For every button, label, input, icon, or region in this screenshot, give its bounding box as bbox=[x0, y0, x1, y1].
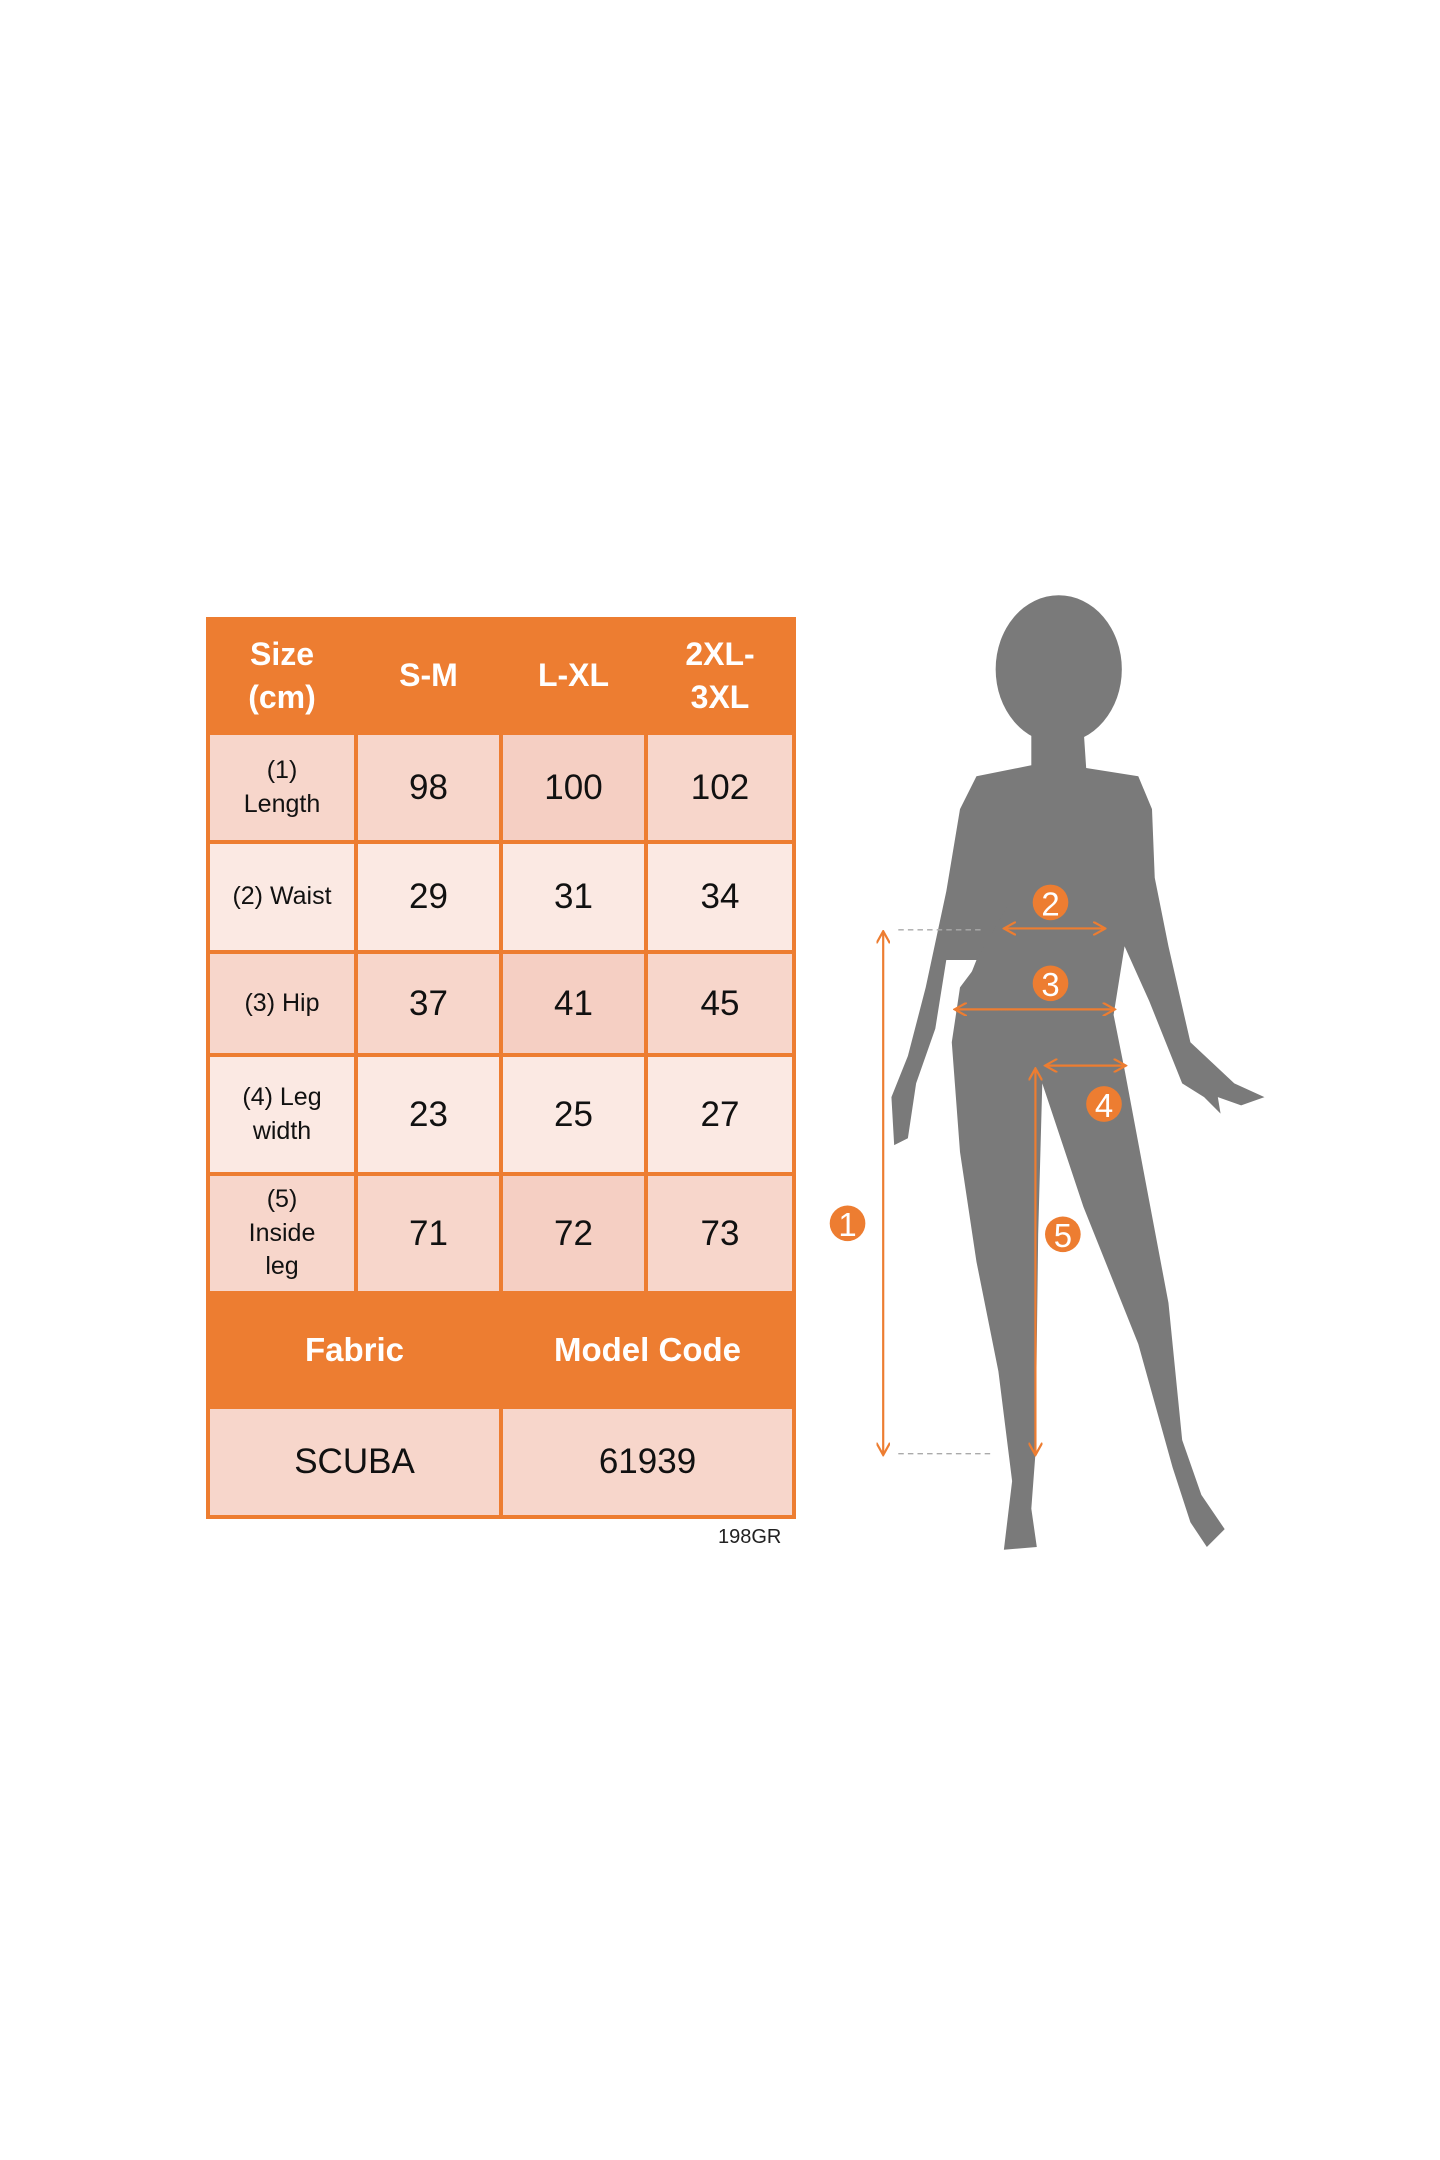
cell: 102 bbox=[644, 731, 796, 844]
cell: 34 bbox=[644, 840, 796, 954]
cell: 29 bbox=[354, 840, 503, 954]
row-label: (1) Length bbox=[206, 731, 358, 844]
svg-text:2: 2 bbox=[1041, 885, 1059, 922]
marker-2: 2 bbox=[1032, 884, 1069, 922]
model-code-value: 61939 bbox=[499, 1405, 796, 1519]
table-row: (5) Inside leg 71 72 73 bbox=[206, 1172, 796, 1295]
cell: 23 bbox=[354, 1053, 503, 1176]
row-label: (3) Hip bbox=[206, 950, 358, 1057]
table-row: (2) Waist 29 31 34 bbox=[206, 840, 796, 954]
cell: 45 bbox=[644, 950, 796, 1057]
measurement-lines bbox=[883, 928, 1124, 1453]
svg-text:4: 4 bbox=[1095, 1087, 1113, 1124]
marker-5: 5 bbox=[1045, 1216, 1081, 1254]
row-label: (2) Waist bbox=[206, 840, 358, 954]
svg-text:3: 3 bbox=[1041, 966, 1059, 1003]
svg-text:1: 1 bbox=[838, 1206, 856, 1243]
header-row: Size (cm) S-M L-XL 2XL-3XL bbox=[206, 617, 796, 735]
cell: 25 bbox=[499, 1053, 648, 1176]
table-row: (3) Hip 37 41 45 bbox=[206, 950, 796, 1057]
fabric-value: SCUBA bbox=[206, 1405, 503, 1519]
cell: 31 bbox=[499, 840, 648, 954]
header-l-xl: L-XL bbox=[499, 617, 648, 735]
model-code-label: Model Code bbox=[499, 1291, 796, 1409]
header-s-m: S-M bbox=[354, 617, 503, 735]
cell: 27 bbox=[644, 1053, 796, 1176]
cell: 98 bbox=[354, 731, 503, 844]
row-label: (5) Inside leg bbox=[206, 1172, 358, 1295]
marker-3: 3 bbox=[1032, 965, 1069, 1003]
size-chart-table: Size (cm) S-M L-XL 2XL-3XL (1) Length 98… bbox=[206, 617, 796, 1519]
cell: 73 bbox=[644, 1172, 796, 1295]
cell: 37 bbox=[354, 950, 503, 1057]
silhouette bbox=[891, 595, 1265, 1550]
cell: 100 bbox=[499, 731, 648, 844]
table-row: (4) Leg width 23 25 27 bbox=[206, 1053, 796, 1176]
guide-lines bbox=[898, 929, 995, 1455]
code-note: 198GR bbox=[718, 1526, 782, 1548]
cell: 41 bbox=[499, 950, 648, 1057]
fabric-value-row: SCUBA 61939 bbox=[206, 1405, 796, 1519]
header-2xl-3xl: 2XL-3XL bbox=[644, 617, 796, 735]
header-size: Size (cm) bbox=[206, 617, 358, 735]
fabric-header-row: Fabric Model Code bbox=[206, 1291, 796, 1409]
cell: 72 bbox=[499, 1172, 648, 1295]
marker-1: 1 bbox=[829, 1205, 866, 1243]
row-label: (4) Leg width bbox=[206, 1053, 358, 1176]
svg-text:5: 5 bbox=[1054, 1217, 1072, 1254]
cell: 71 bbox=[354, 1172, 503, 1295]
table-row: (1) Length 98 100 102 bbox=[206, 731, 796, 844]
marker-4: 4 bbox=[1086, 1086, 1122, 1124]
fabric-label: Fabric bbox=[206, 1291, 503, 1409]
